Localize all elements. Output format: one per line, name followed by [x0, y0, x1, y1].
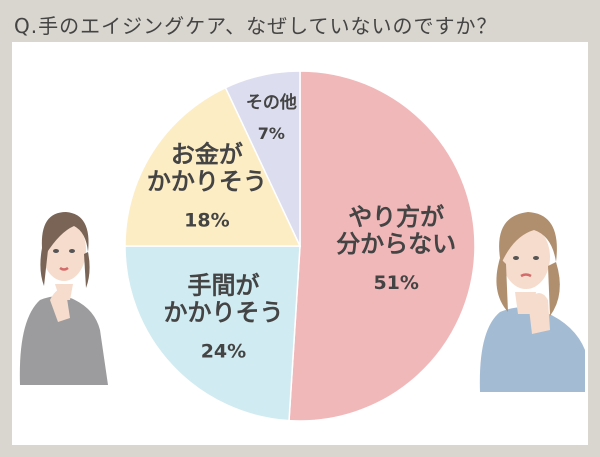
- pie-slice-2: [124, 86, 302, 247]
- pie-slice-0: [288, 70, 476, 422]
- slice-label-1-line-0: 手間が: [187, 272, 259, 300]
- woman-left-illustration: [19, 212, 108, 385]
- slice-value-3: 7%: [258, 124, 285, 143]
- question-title: Q.手のエイジングケア、なぜしていないのですか？: [14, 14, 498, 38]
- slice-label-2-line-0: お金が: [171, 141, 243, 169]
- slice-value-0: 51%: [373, 272, 418, 294]
- slice-label-0-line-1: 分からない: [336, 230, 456, 258]
- slice-value-1: 24%: [201, 341, 246, 363]
- slice-value-2: 18%: [184, 210, 229, 232]
- slice-label-2-line-1: かかりそう: [147, 168, 267, 196]
- pie-slice-3: [224, 70, 301, 247]
- slice-label-1-line-1: かかりそう: [163, 299, 283, 327]
- woman-right-illustration: [479, 212, 585, 392]
- slice-label-0-line-0: やり方が: [348, 203, 444, 231]
- slice-label-3-line-0: その他: [246, 92, 297, 113]
- pie-slice-1: [124, 245, 301, 422]
